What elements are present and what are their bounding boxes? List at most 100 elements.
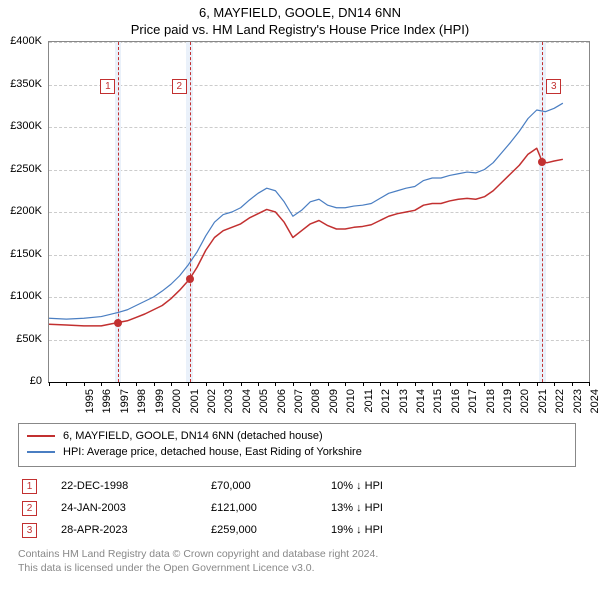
x-tick [554,382,555,386]
sale-row: 328-APR-2023£259,00019% ↓ HPI [18,519,576,541]
x-tick [519,382,520,386]
y-tick-label: £50K [0,333,42,345]
x-tick-label: 2015 [432,389,444,423]
x-tick [502,382,503,386]
sale-delta: 19% ↓ HPI [331,524,451,536]
footer-line2: This data is licensed under the Open Gov… [18,561,576,575]
x-tick [223,382,224,386]
x-tick [450,382,451,386]
sale-marker [114,319,122,327]
y-tick-label: £200K [0,205,42,217]
x-tick [49,382,50,386]
sale-row: 224-JAN-2003£121,00013% ↓ HPI [18,497,576,519]
sale-date: 22-DEC-1998 [37,480,211,492]
legend-row-hpi: HPI: Average price, detached house, East… [27,444,567,460]
y-tick-label: £0 [0,375,42,387]
sale-delta: 10% ↓ HPI [331,480,451,492]
plot-area: 1 2 3 [48,41,590,383]
price-chart: 123 £0£50K£100K£150K£200K£250K£300K£350K… [44,41,600,421]
sale-price: £70,000 [211,480,331,492]
sale-date: 24-JAN-2003 [37,502,211,514]
sale-row: 122-DEC-1998£70,00010% ↓ HPI [18,475,576,497]
x-tick [572,382,573,386]
footer-line1: Contains HM Land Registry data © Crown c… [18,547,576,561]
x-tick [345,382,346,386]
page-title: 6, MAYFIELD, GOOLE, DN14 6NN [0,0,600,22]
y-tick-label: £150K [0,248,42,260]
x-tick-label: 2004 [241,389,253,423]
sale-number-box: 2 [22,501,37,516]
x-tick [188,382,189,386]
x-tick-label: 2006 [276,389,288,423]
series-property [49,148,563,326]
x-tick-label: 2009 [328,389,340,423]
sale-number-box: 3 [22,523,37,538]
x-tick-label: 2021 [537,389,549,423]
highlight-number-box: 2 [172,79,187,94]
sale-marker [538,158,546,166]
x-tick-label: 2005 [258,389,270,423]
x-tick [380,382,381,386]
x-tick [589,382,590,386]
sale-price: £121,000 [211,502,331,514]
x-tick [275,382,276,386]
x-tick-label: 2013 [398,389,410,423]
x-tick-label: 2000 [171,389,183,423]
y-tick-label: £250K [0,163,42,175]
x-tick [206,382,207,386]
x-tick-label: 2002 [206,389,218,423]
x-tick [66,382,67,386]
x-tick-label: 2018 [485,389,497,423]
highlight-number-box: 1 [100,79,115,94]
x-tick [432,382,433,386]
x-tick [258,382,259,386]
x-tick [363,382,364,386]
x-tick-label: 2003 [223,389,235,423]
sale-marker [186,275,194,283]
sale-number-box: 1 [22,479,37,494]
x-tick-label: 2012 [380,389,392,423]
legend-swatch-property [27,435,55,437]
x-tick-label: 1999 [154,389,166,423]
x-tick [310,382,311,386]
x-tick-label: 1996 [101,389,113,423]
x-tick-label: 1998 [136,389,148,423]
footer-attribution: Contains HM Land Registry data © Crown c… [18,547,576,575]
x-tick-label: 2001 [189,389,201,423]
x-tick [171,382,172,386]
x-tick-label: 2020 [519,389,531,423]
x-tick [537,382,538,386]
x-tick [154,382,155,386]
x-tick-label: 1997 [119,389,131,423]
x-tick-label: 2023 [572,389,584,423]
x-tick [328,382,329,386]
y-tick-label: £400K [0,35,42,47]
x-tick-label: 1995 [84,389,96,423]
highlight-number-box: 3 [546,79,561,94]
x-tick-label: 2007 [293,389,305,423]
x-tick [467,382,468,386]
x-tick-label: 2016 [450,389,462,423]
legend-row-property: 6, MAYFIELD, GOOLE, DN14 6NN (detached h… [27,428,567,444]
x-tick-label: 2008 [310,389,322,423]
x-tick [241,382,242,386]
x-tick-label: 2024 [589,389,600,423]
x-tick [397,382,398,386]
x-tick-label: 2019 [502,389,514,423]
x-tick [293,382,294,386]
series-hpi [49,103,563,319]
y-tick-label: £100K [0,290,42,302]
x-tick [101,382,102,386]
sales-table: 122-DEC-1998£70,00010% ↓ HPI224-JAN-2003… [18,475,576,541]
x-tick [484,382,485,386]
x-tick-label: 2010 [345,389,357,423]
sale-date: 28-APR-2023 [37,524,211,536]
y-tick-label: £300K [0,120,42,132]
x-tick [136,382,137,386]
x-tick-label: 2017 [467,389,479,423]
x-tick [119,382,120,386]
x-tick [84,382,85,386]
page-subtitle: Price paid vs. HM Land Registry's House … [0,22,600,39]
legend-label-property: 6, MAYFIELD, GOOLE, DN14 6NN (detached h… [63,430,323,442]
series-svg [49,42,589,382]
